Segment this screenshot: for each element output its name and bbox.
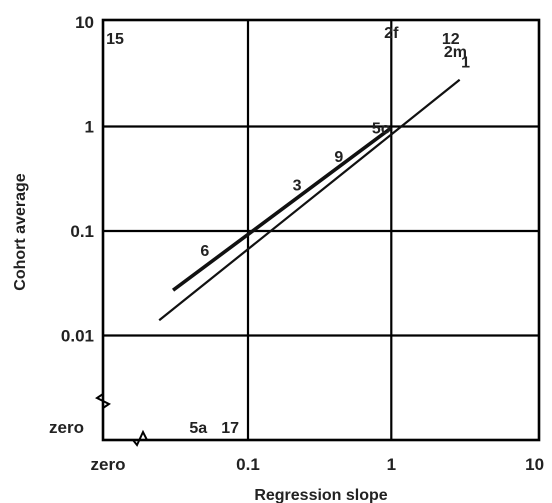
y-tick-label: 1 <box>85 118 94 137</box>
fit-line-group <box>158 78 461 322</box>
x-axis-title: Regression slope <box>254 487 387 503</box>
axis-breaks <box>95 393 148 447</box>
x-axis-break <box>132 429 148 447</box>
grid-lines <box>103 20 539 440</box>
plot-frame <box>101 18 541 442</box>
regression-fit-line <box>158 78 461 322</box>
data-point-label: 2m <box>444 44 467 61</box>
data-point-label: 5o <box>372 120 391 137</box>
y-axis-title: Cohort average <box>12 173 29 290</box>
data-point-label: 17 <box>221 420 239 437</box>
y-tick-label: zero <box>49 418 84 437</box>
data-point-label: 3 <box>293 177 302 194</box>
data-point-label: 9 <box>334 149 343 166</box>
data-point-label: 6 <box>200 243 209 260</box>
x-tick-label: 1 <box>387 455 396 474</box>
x-tick-label: 0.1 <box>236 455 260 474</box>
x-tick-label: zero <box>91 455 126 474</box>
data-point-label: 12 <box>442 31 460 48</box>
data-point-label: 15 <box>106 31 124 48</box>
x-tick-label: 10 <box>525 455 544 474</box>
y-tick-label: 10 <box>75 13 94 32</box>
y-tick-labels: zero 0.01 0.1 1 10 <box>49 13 94 437</box>
data-point-label: 5a <box>189 420 207 437</box>
y-tick-label: 0.01 <box>61 327 94 346</box>
data-point-label: 1 <box>461 54 470 71</box>
y-axis-break <box>95 393 111 409</box>
x-tick-labels: zero 0.1 1 10 <box>91 455 545 474</box>
data-point-label: 2f <box>384 25 399 42</box>
y-tick-label: 0.1 <box>70 222 94 241</box>
regression-fit-line-emphasis <box>171 126 393 292</box>
